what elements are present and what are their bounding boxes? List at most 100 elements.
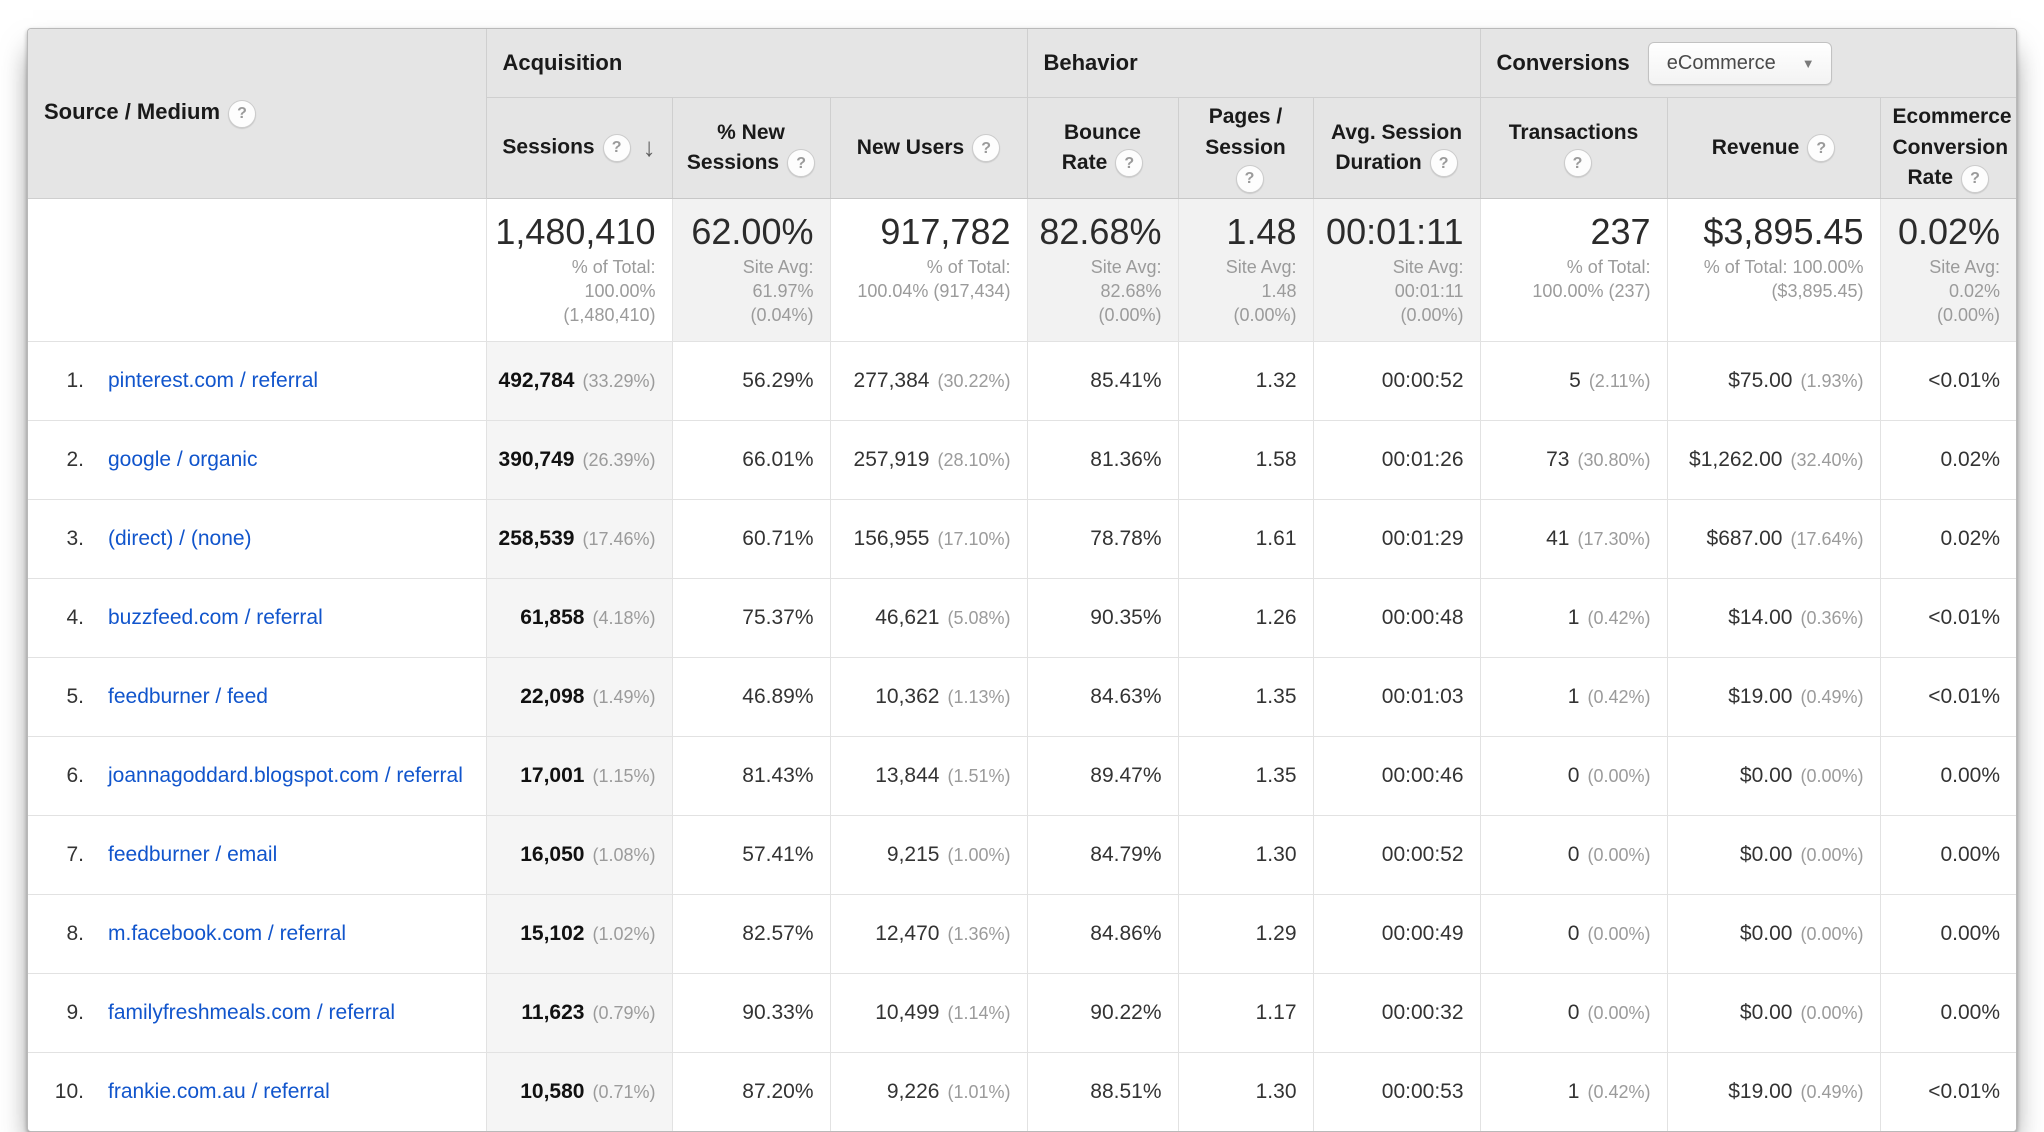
source-medium-link[interactable]: pinterest.com / referral bbox=[108, 368, 319, 392]
source-medium-link[interactable]: google / organic bbox=[108, 447, 258, 471]
summary-cell-pages-session: 1.48 Site Avg: 1.48 (0.00%) bbox=[1177, 198, 1314, 342]
ecommerce-rate-cell: <0.01% bbox=[1879, 1052, 2016, 1131]
summary-subtext: Site Avg: 61.97% (0.04%) bbox=[742, 257, 814, 325]
source-medium-link[interactable]: joannagoddard.blogspot.com / referral bbox=[108, 763, 463, 787]
sort-descending-icon[interactable]: ↓ bbox=[642, 132, 656, 163]
column-header-transactions[interactable]: Transactions? bbox=[1479, 97, 1668, 199]
metric-value: 15,102 bbox=[520, 922, 585, 945]
row-rank: 1. bbox=[66, 369, 84, 392]
metric-value: 0 bbox=[1567, 1001, 1580, 1024]
row-rank: 6. bbox=[66, 764, 84, 787]
column-label: Revenue bbox=[1711, 135, 1800, 159]
summary-value: $3,895.45 bbox=[1703, 211, 1864, 252]
source-medium-cell: 1. pinterest.com / referral bbox=[28, 341, 487, 421]
metric-value: 0.00% bbox=[1940, 843, 2001, 866]
pages-session-cell: 1.17 bbox=[1177, 973, 1314, 1053]
revenue-cell: $75.00 (1.93%) bbox=[1666, 341, 1881, 421]
summary-cell-new-sessions: 62.00% Site Avg: 61.97% (0.04%) bbox=[671, 198, 831, 342]
avg-duration-cell: 00:01:29 bbox=[1312, 499, 1481, 579]
column-header-new-sessions[interactable]: % New Sessions? bbox=[671, 97, 831, 199]
source-medium-link[interactable]: buzzfeed.com / referral bbox=[108, 605, 323, 629]
sessions-cell: 10,580 (0.71%) bbox=[485, 1052, 673, 1131]
row-rank: 2. bbox=[66, 448, 84, 471]
bounce-rate-cell: 84.63% bbox=[1026, 657, 1179, 737]
summary-value: 237 bbox=[1590, 211, 1651, 252]
metric-value: 84.63% bbox=[1090, 685, 1162, 708]
help-icon[interactable]: ? bbox=[228, 99, 257, 128]
metric-percent: (1.51%) bbox=[947, 766, 1011, 786]
metric-percent: (1.49%) bbox=[592, 687, 656, 707]
metric-value: $0.00 bbox=[1739, 922, 1793, 945]
avg-duration-cell: 00:00:53 bbox=[1312, 1052, 1481, 1131]
metric-value: 00:00:46 bbox=[1381, 764, 1464, 787]
source-medium-link[interactable]: familyfreshmeals.com / referral bbox=[108, 1000, 396, 1024]
source-medium-link[interactable]: frankie.com.au / referral bbox=[108, 1079, 330, 1103]
column-header-ecommerce-rate[interactable]: Ecommerce Conversion Rate? bbox=[1879, 97, 2016, 199]
metric-percent: (26.39%) bbox=[582, 450, 656, 470]
metric-value: 0.00% bbox=[1940, 1001, 2001, 1024]
metric-percent: (0.00%) bbox=[1587, 924, 1651, 944]
column-header-bounce-rate[interactable]: Bounce Rate? bbox=[1026, 97, 1179, 199]
revenue-cell: $0.00 (0.00%) bbox=[1666, 815, 1881, 895]
help-icon[interactable]: ? bbox=[972, 134, 1001, 163]
sessions-cell: 11,623 (0.79%) bbox=[485, 973, 673, 1053]
metric-value: 11,623 bbox=[521, 1001, 585, 1024]
metric-value: 1.30 bbox=[1255, 843, 1297, 866]
conversions-goal-dropdown[interactable]: eCommerce ▼ bbox=[1647, 41, 1832, 85]
ecommerce-rate-cell: <0.01% bbox=[1879, 657, 2016, 737]
metric-percent: (0.00%) bbox=[1800, 845, 1864, 865]
revenue-cell: $0.00 (0.00%) bbox=[1666, 973, 1881, 1053]
transactions-cell: 5 (2.11%) bbox=[1479, 341, 1668, 421]
summary-subtext: % of Total: 100.00% (1,480,410) bbox=[563, 257, 656, 325]
column-header-pages-session[interactable]: Pages / Session? bbox=[1177, 97, 1314, 199]
metric-percent: (30.22%) bbox=[937, 371, 1011, 391]
source-medium-link[interactable]: feedburner / email bbox=[108, 842, 278, 866]
metric-percent: (0.00%) bbox=[1587, 1003, 1651, 1023]
metric-value: 78.78% bbox=[1090, 527, 1162, 550]
source-medium-link[interactable]: (direct) / (none) bbox=[108, 526, 252, 550]
metric-value: 00:00:52 bbox=[1381, 369, 1464, 392]
metric-value: 257,919 bbox=[853, 448, 930, 471]
summary-subtext: Site Avg: 82.68% (0.00%) bbox=[1090, 257, 1162, 325]
summary-row: 1,480,410 % of Total: 100.00% (1,480,410)… bbox=[28, 198, 2016, 342]
table-row: 4. buzzfeed.com / referral 61,858 (4.18%) 75… bbox=[28, 578, 2016, 658]
metric-value: 90.22% bbox=[1090, 1001, 1162, 1024]
source-medium-link[interactable]: m.facebook.com / referral bbox=[108, 921, 347, 945]
pages-session-cell: 1.30 bbox=[1177, 815, 1314, 895]
metric-value: 10,499 bbox=[875, 1001, 940, 1024]
bounce-rate-cell: 88.51% bbox=[1026, 1052, 1179, 1131]
row-rank: 4. bbox=[66, 606, 84, 629]
column-header-avg-duration[interactable]: Avg. Session Duration? bbox=[1312, 97, 1481, 199]
help-icon[interactable]: ? bbox=[1807, 134, 1836, 163]
column-header-source-medium[interactable]: Source / Medium? bbox=[28, 29, 487, 199]
help-icon[interactable]: ? bbox=[787, 149, 816, 178]
help-icon[interactable]: ? bbox=[1961, 164, 1990, 193]
help-icon[interactable]: ? bbox=[1563, 149, 1592, 178]
help-icon[interactable]: ? bbox=[1115, 149, 1144, 178]
avg-duration-cell: 00:00:32 bbox=[1312, 973, 1481, 1053]
help-icon[interactable]: ? bbox=[602, 134, 631, 162]
new-sessions-cell: 46.89% bbox=[671, 657, 831, 737]
source-medium-link[interactable]: feedburner / feed bbox=[108, 684, 268, 708]
new-sessions-cell: 57.41% bbox=[671, 815, 831, 895]
metric-percent: (0.36%) bbox=[1800, 608, 1864, 628]
metric-value: 0.00% bbox=[1940, 922, 2001, 945]
bounce-rate-cell: 90.35% bbox=[1026, 578, 1179, 658]
column-header-new-users[interactable]: New Users? bbox=[829, 97, 1028, 199]
new-sessions-cell: 56.29% bbox=[671, 341, 831, 421]
summary-subtext: % of Total: 100.04% (917,434) bbox=[857, 257, 1011, 301]
metric-value: 57.41% bbox=[742, 843, 814, 866]
help-icon[interactable]: ? bbox=[1429, 149, 1458, 178]
metric-value: $19.00 bbox=[1728, 685, 1793, 708]
metric-percent: (2.11%) bbox=[1588, 371, 1651, 391]
metric-value: 13,844 bbox=[875, 764, 940, 787]
avg-duration-cell: 00:01:26 bbox=[1312, 420, 1481, 500]
help-icon[interactable]: ? bbox=[1235, 164, 1264, 193]
dropdown-selected-value: eCommerce bbox=[1666, 51, 1776, 74]
summary-cell-new-users: 917,782 % of Total: 100.04% (917,434) bbox=[829, 198, 1028, 342]
column-header-sessions[interactable]: Sessions? ↓ bbox=[485, 97, 673, 199]
metric-percent: (0.42%) bbox=[1587, 608, 1651, 628]
new-sessions-cell: 82.57% bbox=[671, 894, 831, 974]
revenue-cell: $14.00 (0.36%) bbox=[1666, 578, 1881, 658]
column-header-revenue[interactable]: Revenue? bbox=[1666, 97, 1881, 199]
